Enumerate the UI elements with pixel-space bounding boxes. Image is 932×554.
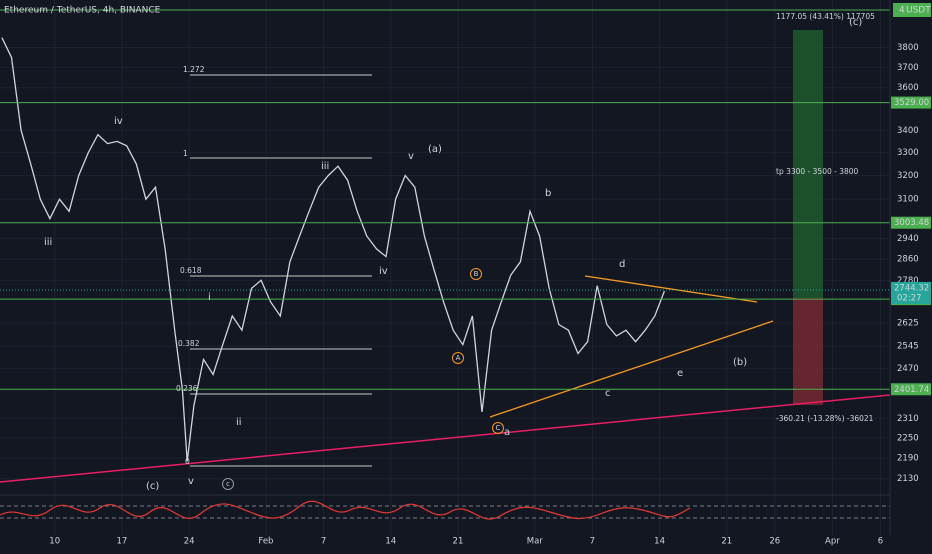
wave-label: (c) (849, 17, 862, 28)
fib-label: 0.618 (180, 266, 202, 275)
fib-lines (190, 74, 372, 467)
x-tick-label: 6 (878, 537, 883, 547)
y-tick-label: 2470 (897, 364, 919, 374)
y-tick-label: 2310 (897, 414, 919, 424)
wave-label: v (188, 476, 194, 487)
wave-label: v (408, 151, 414, 162)
wave-circle (222, 478, 234, 490)
x-tick-label: Apr (825, 537, 840, 547)
y-tick-label: 3400 (897, 126, 919, 136)
y-tick-label: 2625 (897, 319, 919, 329)
stop-zone (793, 298, 823, 405)
wave-label: (b) (733, 357, 747, 368)
x-tick-label: Mar (527, 537, 544, 547)
x-tick-label: 14 (385, 537, 396, 547)
price-axis (890, 0, 932, 550)
x-tick-label: 24 (184, 537, 195, 547)
wave-label: iv (379, 266, 388, 277)
wave-circle (470, 268, 482, 280)
y-tick-label: 3100 (897, 195, 919, 205)
level-label: 3529.00 (894, 98, 929, 108)
currency-unit: USDT (906, 6, 931, 16)
y-tick-label: 2940 (897, 234, 919, 244)
y-tick-label: 2190 (897, 454, 919, 464)
y-tick-label: 3300 (897, 148, 919, 158)
wave-label: a (504, 427, 510, 438)
level-tag (891, 96, 931, 109)
wave-label: (a) (428, 144, 442, 155)
fib-label: 0.236 (176, 384, 198, 393)
wave-label: B (474, 270, 479, 278)
x-tick-label: 21 (721, 537, 732, 547)
y-tick-label: 2545 (897, 342, 919, 352)
target-zone (793, 30, 823, 298)
marks: 1.27210.6180.3820.2360iiiiviiiv(c)iiiivv… (0, 12, 890, 492)
x-tick-label: 7 (321, 537, 326, 547)
wave-label: (c) (146, 481, 159, 492)
wave-label: ii (236, 417, 242, 428)
level-tag (891, 383, 931, 396)
wave-label: iv (114, 116, 123, 127)
triangle-upper (584, 275, 758, 303)
x-tick-label: 7 (590, 537, 595, 547)
price-line (1, 37, 666, 462)
x-tick-label: 10 (49, 537, 60, 547)
y-tick-label: 3200 (897, 171, 919, 181)
y-tick-label: 2780 (897, 276, 919, 286)
position-label: 1177.05 (43.41%) 117705 (776, 12, 875, 21)
wave-label: A (456, 354, 461, 362)
y-tick-label: 3600 (897, 83, 919, 93)
triangle-lower (489, 320, 774, 418)
wave-circle (492, 422, 504, 434)
chart-title: Ethereum / TetherUS, 4h, BINANCE (4, 6, 161, 16)
wave-label: c (226, 480, 230, 488)
y-tick-label: 2860 (897, 255, 919, 265)
x-tick-label: 17 (117, 537, 128, 547)
x-tick-label: 26 (769, 537, 780, 547)
y-tick-label: 2130 (897, 474, 919, 484)
x-tick-label: 21 (453, 537, 464, 547)
support-trendline (0, 394, 891, 483)
currency-count: 4 (899, 6, 905, 16)
wave-label: d (619, 259, 625, 270)
fib-label: 0.382 (178, 339, 200, 348)
wave-label: C (496, 424, 501, 432)
level-tag (891, 216, 931, 229)
wave-label: iii (44, 237, 52, 248)
x-tick-label: 14 (654, 537, 665, 547)
axis-labels: 3800 3700 3600 3400 3300 3200 3100 2940 2860 2780… (49, 43, 931, 547)
wave-label: e (677, 368, 683, 379)
countdown: 02:27 (897, 293, 922, 303)
last-price-label: 2744.32 (894, 283, 929, 293)
last-price-tag (891, 281, 931, 304)
level-label: 2401.74 (894, 385, 929, 395)
wave-label: iii (321, 161, 329, 172)
wave-label: c (605, 388, 611, 399)
grid (0, 0, 890, 535)
y-tick-label: 3700 (897, 63, 919, 73)
level-label: 3003.48 (894, 218, 929, 228)
fib-label: 0 (185, 457, 190, 466)
wave-label: b (545, 188, 551, 199)
currency-box (893, 3, 931, 17)
position-label: tp 3300 - 3500 - 3800 (776, 167, 859, 176)
fib-label: 1 (183, 149, 188, 158)
wave-label: i (208, 292, 211, 303)
y-tick-label: 2250 (897, 433, 919, 443)
position-label: -360.21 (-13.28%) -36021 (776, 414, 874, 423)
oscillator (0, 500, 691, 520)
x-tick-label: Feb (258, 537, 273, 547)
fib-label: 1.272 (183, 65, 205, 74)
y-tick-label: 3800 (897, 43, 919, 53)
wave-circle (452, 352, 464, 364)
